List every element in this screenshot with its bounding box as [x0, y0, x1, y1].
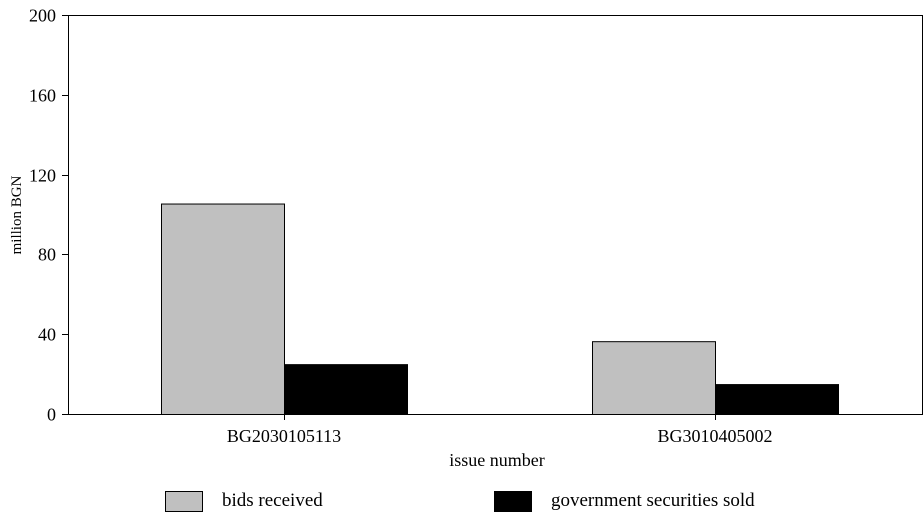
legend-item-bids-received: bids received: [165, 489, 323, 513]
x-tick-label-0: BG2030105113: [227, 426, 341, 446]
y-tick-label-120: 120: [29, 166, 56, 186]
y-tick-label-160: 160: [29, 86, 56, 106]
bar-securities-sold-1: [715, 384, 839, 416]
bars-layer: [161, 203, 839, 416]
legend-swatch-government-securities-sold: [494, 490, 532, 512]
bar-chart-plot: million BGN issue number 0 40 80 120 160 200 B…: [9, 6, 923, 471]
x-tick-label-1: BG3010405002: [657, 426, 772, 446]
legend-label-government-securities-sold: government securities sold: [551, 490, 755, 511]
legend-swatch-bids-received: [165, 490, 203, 512]
y-tick-label-40: 40: [38, 325, 56, 345]
bar-bids-received-1: [592, 341, 716, 415]
legend: bids received government securities sold: [0, 489, 923, 513]
bar-bids-received-0: [161, 203, 285, 415]
legend-label-bids-received: bids received: [222, 490, 323, 511]
labels-layer: million BGN issue number 0 40 80 120 160 200 B…: [9, 6, 773, 471]
y-axis-label: million BGN: [9, 175, 25, 254]
legend-item-government-securities-sold: government securities sold: [494, 489, 755, 513]
bar-securities-sold-0: [284, 364, 408, 415]
y-tick-label-0: 0: [47, 405, 56, 425]
y-tick-label-80: 80: [38, 245, 56, 265]
y-tick-label-200: 200: [29, 6, 56, 26]
x-axis-label: issue number: [449, 450, 544, 470]
